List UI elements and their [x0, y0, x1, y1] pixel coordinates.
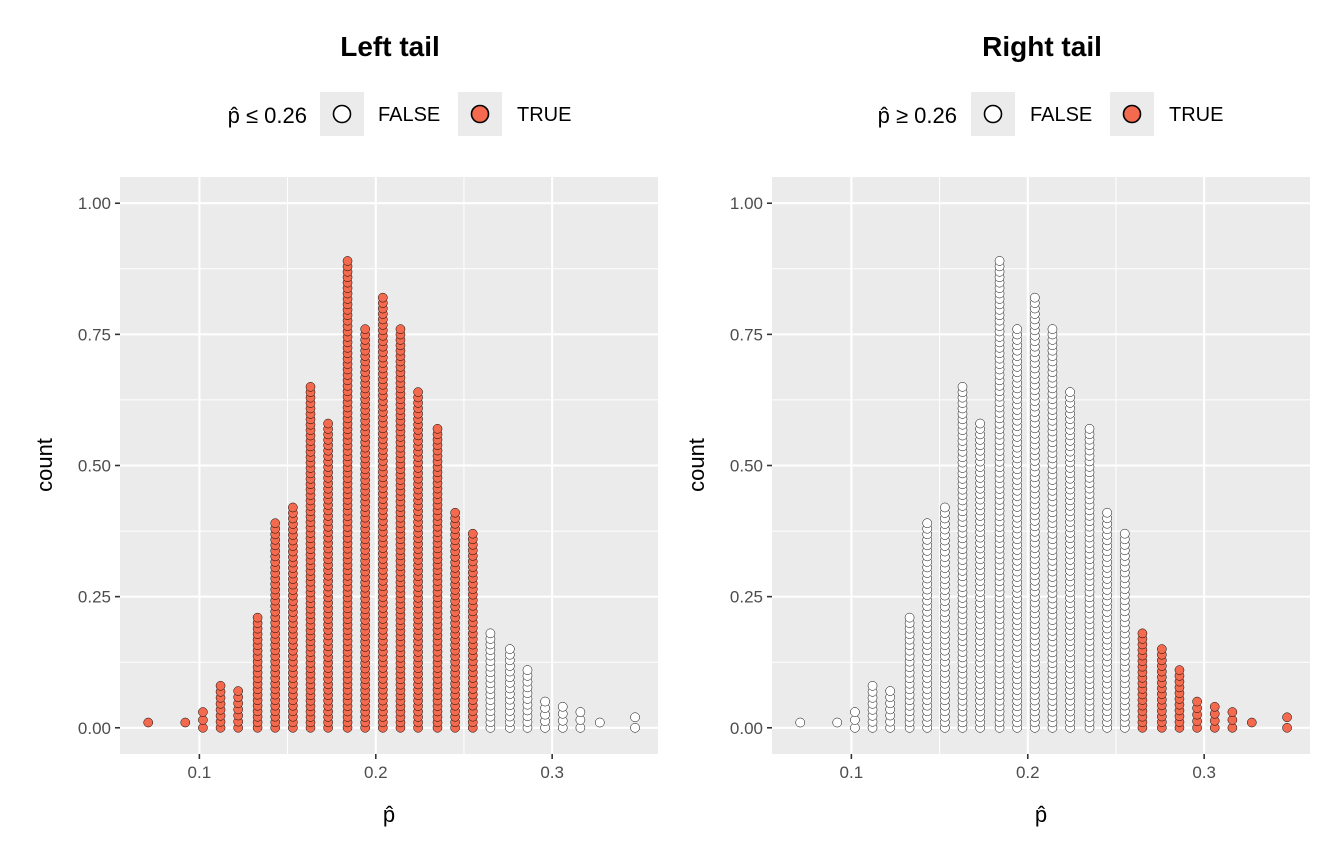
dot	[485, 628, 496, 639]
dot	[795, 717, 806, 728]
axis-ticks: 0.00 0.25 0.50 0.75 1.00 0.1 0.2 0.3	[730, 194, 1216, 782]
dot	[630, 722, 640, 733]
dot	[832, 717, 843, 728]
y-tick-label: 0.75	[78, 325, 111, 344]
dot	[342, 256, 353, 266]
dot	[522, 665, 533, 675]
x-tick-label: 0.2	[1016, 763, 1040, 782]
legend-key-true	[470, 104, 490, 124]
dot	[1137, 628, 1148, 639]
dot	[885, 686, 895, 696]
dot	[233, 686, 243, 696]
y-tick-label: 0.50	[78, 457, 111, 476]
dot	[143, 717, 154, 728]
dot	[957, 382, 968, 392]
dot	[1030, 292, 1040, 303]
dot	[1047, 324, 1058, 334]
dot	[360, 324, 370, 334]
x-axis-title: p̂	[383, 802, 395, 827]
x-tick-label: 0.3	[1192, 763, 1216, 782]
dot	[305, 382, 316, 392]
left-tail-panel: Left tail p̂ ≤ 0.26 FALSE TRUE 0.000.250…	[32, 31, 658, 827]
x-tick-label: 0.1	[840, 763, 864, 782]
legend: p̂ ≥ 0.26 FALSE TRUE	[878, 92, 1223, 136]
dot	[270, 518, 281, 528]
dot	[378, 292, 388, 303]
dot	[994, 256, 1005, 266]
y-tick-label: 0.25	[78, 588, 111, 607]
y-tick-label: 0.75	[730, 325, 763, 344]
y-tick-label: 0.00	[730, 719, 763, 738]
dot	[1157, 644, 1167, 654]
right-tail-panel: Right tail p̂ ≥ 0.26 FALSE TRUE 0.00 0.25…	[684, 31, 1310, 827]
legend-title: p̂ ≥ 0.26	[878, 103, 957, 128]
legend-label-false: FALSE	[1030, 104, 1092, 126]
legend-title: p̂ ≤ 0.26	[228, 103, 307, 128]
dot	[1227, 707, 1238, 717]
dot	[413, 387, 423, 397]
dot	[505, 644, 515, 654]
legend-label-true: TRUE	[517, 104, 571, 126]
dot	[940, 502, 950, 513]
dot	[395, 324, 406, 334]
dot	[975, 418, 985, 429]
dot	[1192, 696, 1202, 707]
dot	[1209, 701, 1220, 712]
dot	[575, 707, 586, 717]
dot	[323, 418, 333, 429]
dot	[1084, 423, 1095, 434]
dots	[795, 256, 1292, 733]
x-axis-title: p̂	[1035, 802, 1047, 827]
y-tick-label: 0.00	[78, 719, 111, 738]
axis-ticks: 0.00 0.25 0.50 0.75 1.00 0.1 0.2 0.3	[78, 194, 564, 782]
y-tick-label: 0.25	[730, 588, 763, 607]
dot	[867, 681, 878, 691]
dot	[540, 696, 550, 707]
legend: p̂ ≤ 0.26 FALSE TRUE	[228, 92, 571, 136]
dot	[288, 502, 298, 513]
gridlines	[772, 177, 1310, 754]
x-tick-label: 0.3	[540, 763, 564, 782]
gridlines	[120, 177, 658, 754]
dot	[252, 612, 263, 623]
chart-title: Right tail	[982, 31, 1102, 62]
legend-key-true	[1122, 104, 1142, 124]
dot	[215, 681, 226, 691]
dot	[1174, 665, 1185, 675]
dot	[594, 717, 605, 728]
x-tick-label: 0.1	[188, 763, 212, 782]
y-tick-label: 1.00	[730, 194, 763, 213]
dot	[180, 717, 191, 728]
dot	[1119, 528, 1130, 539]
legend-label-true: TRUE	[1169, 104, 1223, 126]
dot	[450, 507, 460, 518]
y-axis-title: count	[32, 438, 57, 492]
dot	[198, 707, 208, 717]
dot	[1065, 387, 1075, 397]
legend-label-false: FALSE	[378, 104, 440, 126]
y-tick-label: 0.50	[730, 457, 763, 476]
x-tick-label: 0.2	[364, 763, 388, 782]
dot	[1246, 717, 1257, 728]
legend-key-false	[983, 104, 1003, 124]
dot	[922, 518, 933, 528]
dot	[630, 712, 640, 723]
y-tick-label: 1.00	[78, 194, 111, 213]
legend-key-false	[332, 104, 352, 124]
dot	[467, 528, 478, 539]
dot	[1012, 324, 1022, 334]
dot	[850, 707, 860, 717]
dot	[432, 423, 443, 434]
dot	[557, 701, 568, 712]
chart-title: Left tail	[340, 31, 440, 62]
dot	[1102, 507, 1112, 518]
dot	[904, 612, 915, 623]
dot	[1282, 722, 1292, 733]
dots	[143, 256, 640, 733]
dot	[1282, 712, 1292, 723]
y-axis-title: count	[684, 438, 709, 492]
